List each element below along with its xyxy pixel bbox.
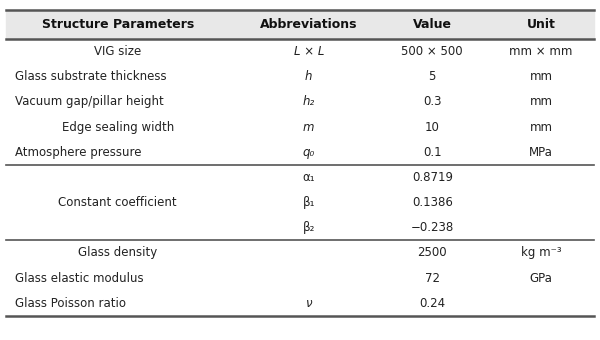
Bar	[6, 10, 594, 39]
Text: Constant coefficient: Constant coefficient	[58, 196, 177, 209]
Text: mm × mm: mm × mm	[509, 45, 573, 58]
Text: h: h	[305, 70, 313, 83]
Text: 0.1386: 0.1386	[412, 196, 453, 209]
Text: 5: 5	[428, 70, 436, 83]
Text: mm: mm	[530, 70, 553, 83]
Text: Atmosphere pressure: Atmosphere pressure	[15, 146, 142, 159]
Text: β₁: β₁	[302, 196, 315, 209]
Text: h₂: h₂	[302, 96, 315, 108]
Text: mm: mm	[530, 96, 553, 108]
Text: 2500: 2500	[418, 246, 447, 259]
Text: Glass substrate thickness: Glass substrate thickness	[15, 70, 167, 83]
Text: ν: ν	[305, 297, 312, 310]
Text: q₀: q₀	[302, 146, 315, 159]
Text: 0.1: 0.1	[423, 146, 442, 159]
Text: m: m	[303, 121, 314, 134]
Text: 0.24: 0.24	[419, 297, 445, 310]
Text: VIG size: VIG size	[94, 45, 142, 58]
Text: 0.3: 0.3	[423, 96, 442, 108]
Text: β₂: β₂	[302, 221, 315, 234]
Text: 10: 10	[425, 121, 440, 134]
Text: Glass elastic modulus: Glass elastic modulus	[15, 272, 143, 285]
Text: L × L: L × L	[293, 45, 324, 58]
Text: −0.238: −0.238	[410, 221, 454, 234]
Text: Unit: Unit	[527, 18, 556, 31]
Text: 500 × 500: 500 × 500	[401, 45, 463, 58]
Text: Value: Value	[413, 18, 452, 31]
Text: Structure Parameters: Structure Parameters	[41, 18, 194, 31]
Text: Abbreviations: Abbreviations	[260, 18, 358, 31]
Text: GPa: GPa	[530, 272, 553, 285]
Text: α₁: α₁	[302, 171, 315, 184]
Text: MPa: MPa	[529, 146, 553, 159]
Text: Glass density: Glass density	[78, 246, 157, 259]
Text: 72: 72	[425, 272, 440, 285]
Text: Glass Poisson ratio: Glass Poisson ratio	[15, 297, 126, 310]
Text: kg m⁻³: kg m⁻³	[521, 246, 562, 259]
Text: 0.8719: 0.8719	[412, 171, 453, 184]
Text: Edge sealing width: Edge sealing width	[62, 121, 174, 134]
Text: mm: mm	[530, 121, 553, 134]
Text: Vacuum gap/pillar height: Vacuum gap/pillar height	[15, 96, 164, 108]
